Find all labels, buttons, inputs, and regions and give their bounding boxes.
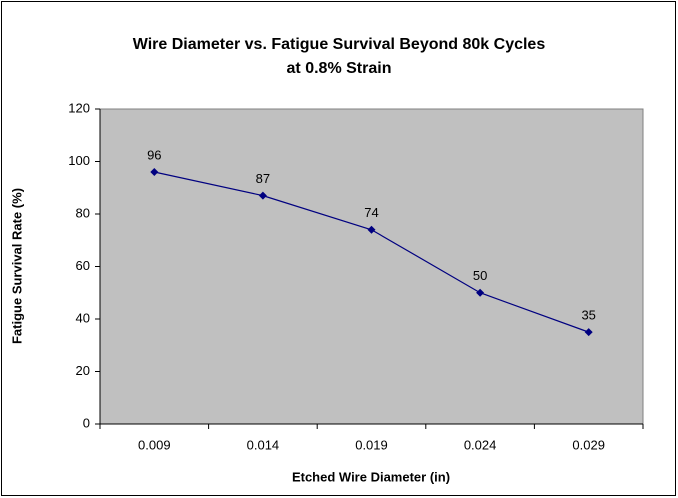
y-tick-label: 0 [83,415,90,430]
chart-title: at 0.8% Strain [287,60,392,77]
data-point [476,288,485,297]
data-label: 50 [473,268,487,283]
data-label: 74 [364,205,378,220]
x-tick-label: 0.014 [247,437,280,452]
x-tick-label: 0.019 [355,437,388,452]
y-tick-label: 80 [76,205,90,220]
y-tick-label: 40 [76,310,90,325]
y-tick-label: 120 [68,100,90,115]
y-tick-label: 100 [68,153,90,168]
data-label: 87 [256,171,270,186]
y-tick-label: 20 [76,363,90,378]
y-axis-title: Fatigue Survival Rate (%) [9,188,24,344]
x-tick-label: 0.009 [138,437,171,452]
data-point [258,191,267,200]
data-point [150,168,159,176]
chart-title: Wire Diameter vs. Fatigue Survival Beyon… [133,36,546,53]
data-label: 35 [581,308,595,323]
plot-area [99,108,644,425]
data-point [367,225,376,234]
x-tick-label: 0.029 [572,437,605,452]
data-label: 96 [147,147,161,162]
data-point [584,328,593,337]
x-tick-label: 0.024 [464,437,497,452]
x-axis-title: Etched Wire Diameter (in) [292,469,450,484]
y-tick-label: 60 [76,258,90,273]
